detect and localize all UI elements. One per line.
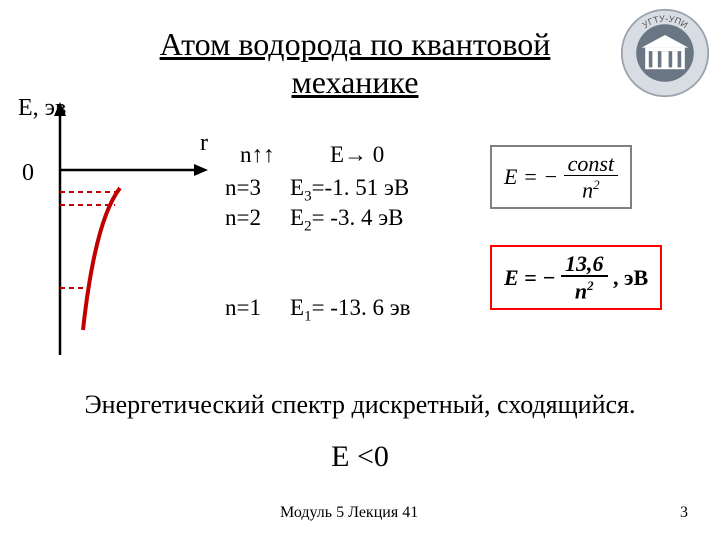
n2-value: E2= -3. 4 эВ xyxy=(290,205,403,236)
n3-value: E3=-1. 51 эВ xyxy=(290,175,409,206)
n1-value: E1= -13. 6 эв xyxy=(290,295,410,326)
spectrum-description: Энергетический спектр дискретный, сходящ… xyxy=(10,390,710,420)
n-limit-label: n↑↑ xyxy=(240,142,275,168)
n2-label: n=2 xyxy=(225,205,261,231)
page-number: 3 xyxy=(680,504,688,522)
formula-const: E = − const n2 xyxy=(490,145,632,209)
energy-condition: E <0 xyxy=(10,440,710,474)
n3-label: n=3 xyxy=(225,175,261,201)
formula-numeric: E = − 13,6 n2 , эВ xyxy=(490,245,662,310)
energy-graph xyxy=(40,100,210,360)
origin-label: 0 xyxy=(22,160,34,187)
footer-module: Модуль 5 Лекция 41 xyxy=(280,504,418,522)
university-logo: УГТУ-УПИ xyxy=(620,8,710,98)
e-limit-label: E→ 0 xyxy=(330,142,384,168)
n1-label: n=1 xyxy=(225,295,261,321)
slide-title: Атом водорода по квантовой механике xyxy=(130,25,580,102)
